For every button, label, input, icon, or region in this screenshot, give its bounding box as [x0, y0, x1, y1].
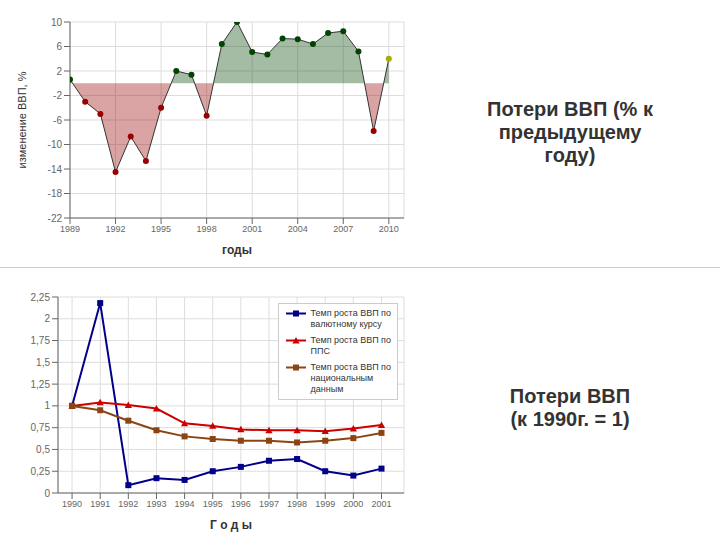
svg-text:изменение ВВП, %: изменение ВВП, %: [16, 71, 28, 168]
svg-text:1995: 1995: [151, 224, 171, 234]
svg-text:-10: -10: [48, 139, 63, 150]
svg-text:1,5: 1,5: [36, 357, 50, 368]
svg-text:1989: 1989: [60, 224, 80, 234]
html-text:Темп роста ВВП по ППС: Темп роста ВВП по ППС: [310, 335, 391, 356]
html-text:Темп роста ВВП по валютному ку: Темп роста ВВП по валютному курсу: [310, 308, 391, 329]
svg-text:1993: 1993: [146, 499, 166, 509]
svg-text:1997: 1997: [259, 499, 279, 509]
svg-text:-14: -14: [48, 164, 63, 175]
svg-text:1992: 1992: [118, 499, 138, 509]
svg-text:1992: 1992: [106, 224, 126, 234]
svg-text:1994: 1994: [175, 499, 195, 509]
svg-text:0,25: 0,25: [31, 466, 51, 477]
svg-text:2: 2: [44, 313, 50, 324]
svg-text:-18: -18: [48, 188, 63, 199]
svg-text:-22: -22: [48, 213, 63, 224]
svg-text:2007: 2007: [333, 224, 353, 234]
svg-text:1990: 1990: [62, 499, 82, 509]
svg-text:-2: -2: [53, 90, 62, 101]
svg-text:Г о д ы: Г о д ы: [210, 518, 252, 532]
svg-text:2010: 2010: [379, 224, 399, 234]
svg-text:10: 10: [51, 17, 63, 28]
svg-text:2001: 2001: [371, 499, 391, 509]
svg-text:2,25: 2,25: [31, 292, 51, 303]
svg-text:2004: 2004: [288, 224, 308, 234]
svg-text:1991: 1991: [90, 499, 110, 509]
html-text:Темп роста ВВП по национальным: Темп роста ВВП по национальным данным: [310, 362, 391, 394]
html-text:Потери ВВП (к 1990г. = 1): Потери ВВП (к 1990г. = 1): [509, 384, 631, 430]
svg-text:годы: годы: [222, 243, 252, 257]
svg-text:1996: 1996: [231, 499, 251, 509]
svg-text:1,25: 1,25: [31, 379, 51, 390]
svg-text:1,75: 1,75: [31, 335, 51, 346]
svg-text:0,5: 0,5: [36, 444, 50, 455]
svg-text:1: 1: [44, 400, 50, 411]
svg-text:6: 6: [56, 41, 62, 52]
svg-text:-6: -6: [53, 115, 62, 126]
svg-text:1999: 1999: [315, 499, 335, 509]
svg-text:2001: 2001: [242, 224, 262, 234]
svg-text:0,75: 0,75: [31, 422, 51, 433]
html-text:Потери ВВП (% к предыдущему го: Потери ВВП (% к предыдущему году): [487, 98, 653, 166]
svg-text:1995: 1995: [203, 499, 223, 509]
svg-text:1998: 1998: [287, 499, 307, 509]
svg-text:0: 0: [44, 488, 50, 499]
svg-text:2: 2: [56, 66, 62, 77]
svg-text:1998: 1998: [197, 224, 217, 234]
svg-text:2000: 2000: [343, 499, 363, 509]
